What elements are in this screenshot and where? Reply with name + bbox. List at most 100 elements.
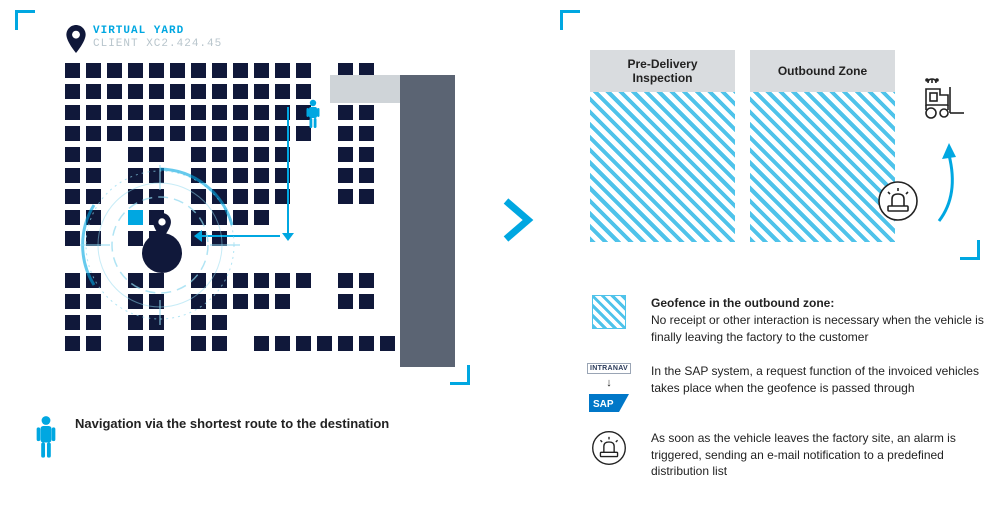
grid-cell — [380, 147, 395, 162]
grid-cell — [212, 63, 227, 78]
grid-cell — [296, 273, 311, 288]
grid-cell — [191, 252, 206, 267]
grid-cell — [128, 210, 143, 225]
grid-cell — [275, 315, 290, 330]
grid-cell — [212, 231, 227, 246]
grid-cell — [107, 252, 122, 267]
grid-row — [65, 252, 395, 267]
grid-cell — [107, 273, 122, 288]
grid-cell — [128, 315, 143, 330]
grid-cell — [275, 84, 290, 99]
grid-cell — [149, 63, 164, 78]
grid-row — [65, 189, 395, 204]
grid-cell — [107, 231, 122, 246]
grid-cell — [359, 294, 374, 309]
legend-body: No receipt or other interaction is neces… — [651, 313, 984, 344]
grid-cell — [380, 294, 395, 309]
grid-cell — [170, 189, 185, 204]
grid-cell — [128, 273, 143, 288]
legend-body: In the SAP system, a request function of… — [651, 364, 979, 395]
grid-cell — [65, 252, 80, 267]
grid-row — [65, 315, 395, 330]
grid-cell — [128, 126, 143, 141]
grid-cell — [233, 252, 248, 267]
grid-cell — [359, 336, 374, 351]
legend-row-sap: INTRANAV ↓ SAP In the SAP system, a requ… — [585, 363, 985, 411]
grid-cell — [86, 210, 101, 225]
legend-title: Geofence in the outbound zone: — [651, 296, 834, 310]
grid-cell — [191, 189, 206, 204]
grid-cell — [254, 105, 269, 120]
grid-cell — [170, 294, 185, 309]
grid-cell — [338, 210, 353, 225]
grid-cell — [191, 294, 206, 309]
grid-cell — [212, 273, 227, 288]
grid-cell — [233, 210, 248, 225]
grid-cell — [359, 168, 374, 183]
grid-cell — [86, 168, 101, 183]
grid-cell — [86, 273, 101, 288]
left-legend-text: Navigation via the shortest route to the… — [75, 415, 389, 433]
right-legend: Geofence in the outbound zone: No receip… — [585, 295, 985, 498]
grid-cell — [254, 63, 269, 78]
grid-cell — [191, 63, 206, 78]
yard-subtitle: CLIENT XC2.424.45 — [93, 38, 222, 51]
zone-row: Pre-Delivery Inspection Outbound Zone — [590, 50, 895, 242]
grid-cell — [296, 210, 311, 225]
grid-cell — [170, 273, 185, 288]
grid-cell — [233, 84, 248, 99]
grid-cell — [212, 210, 227, 225]
grid-cell — [380, 273, 395, 288]
grid-cell — [149, 168, 164, 183]
grid-cell — [128, 336, 143, 351]
grid-cell — [254, 84, 269, 99]
grid-cell — [128, 168, 143, 183]
grid-cell — [254, 168, 269, 183]
grid-cell — [359, 210, 374, 225]
grid-cell — [233, 189, 248, 204]
grid-cell — [338, 126, 353, 141]
grid-cell — [107, 84, 122, 99]
grid-cell — [338, 273, 353, 288]
grid-cell — [128, 105, 143, 120]
target-pin-icon — [152, 213, 172, 239]
grid-cell — [212, 336, 227, 351]
yard-title: VIRTUAL YARD — [93, 25, 222, 38]
grid-cell — [317, 147, 332, 162]
grid-cell — [275, 273, 290, 288]
grid-cell — [128, 189, 143, 204]
grid-cell — [170, 147, 185, 162]
grid-cell — [359, 147, 374, 162]
grid-cell — [86, 294, 101, 309]
grid-cell — [149, 105, 164, 120]
curved-arrow-icon — [935, 135, 965, 225]
grid-cell — [170, 63, 185, 78]
grid-cell — [296, 168, 311, 183]
grid-cell — [233, 168, 248, 183]
forklift-icon — [920, 77, 970, 125]
grid-cell — [149, 84, 164, 99]
flow-chevron-icon — [500, 195, 536, 245]
grid-row — [65, 231, 395, 246]
grid-cell — [359, 252, 374, 267]
grid-cell — [296, 63, 311, 78]
target-node — [142, 233, 182, 273]
grid-cell — [317, 315, 332, 330]
grid-cell — [233, 147, 248, 162]
grid-cell — [107, 210, 122, 225]
grid-cell — [149, 147, 164, 162]
grid-cell — [359, 105, 374, 120]
grid-cell — [65, 147, 80, 162]
grid-cell — [149, 189, 164, 204]
grid-cell — [86, 84, 101, 99]
grid-cell — [296, 315, 311, 330]
zone-body-hatched — [750, 92, 895, 242]
grid-cell — [170, 168, 185, 183]
map-pin-icon — [65, 25, 87, 53]
grid-cell — [191, 168, 206, 183]
grid-cell — [170, 105, 185, 120]
grid-cell — [191, 336, 206, 351]
grid-cell — [65, 231, 80, 246]
grid-cell — [65, 294, 80, 309]
grid-cell — [317, 231, 332, 246]
